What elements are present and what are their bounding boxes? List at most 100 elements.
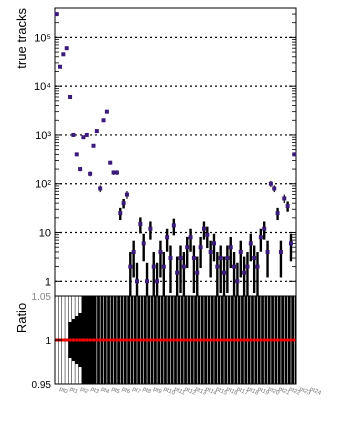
main-data-point — [211, 241, 216, 246]
main-data-points — [54, 12, 297, 284]
main-y-tick-label: 10⁵ — [34, 32, 51, 44]
main-data-point — [138, 221, 143, 226]
main-data-point — [74, 152, 79, 157]
x-tick-label: pt12 — [183, 386, 197, 397]
main-data-point — [222, 270, 227, 275]
x-tick-labels: pt0 pt1 pt2 pt3 pt4 pt5 pt6 pt7 pt8 pt9 pt10pt11pt… — [58, 386, 322, 397]
main-error-bars — [56, 14, 295, 296]
main-data-point — [272, 186, 277, 191]
x-tick-label: pt4 — [100, 386, 111, 395]
x-tick-label: pt17 — [236, 386, 250, 397]
main-data-point — [71, 132, 76, 137]
main-data-point — [288, 241, 293, 246]
main-data-point — [292, 152, 297, 157]
main-data-point — [278, 249, 283, 254]
main-data-point — [218, 256, 223, 261]
main-data-point — [215, 264, 220, 269]
main-data-point — [98, 186, 103, 191]
x-tick-label: pt9 — [152, 386, 163, 395]
main-data-point — [118, 211, 123, 216]
main-data-point — [81, 135, 86, 140]
main-data-point — [108, 160, 113, 165]
main-data-point — [91, 143, 96, 148]
x-tick-label: pt19 — [257, 386, 271, 397]
x-tick-label: pt22 — [288, 386, 302, 397]
main-data-point — [255, 264, 260, 269]
main-data-point — [235, 279, 240, 284]
main-data-point — [175, 270, 180, 275]
ratio-y-axis-label: Ratio — [14, 303, 29, 333]
x-tick-label: pt11 — [173, 386, 186, 396]
main-data-point — [128, 264, 133, 269]
main-data-point — [258, 235, 263, 240]
main-data-point — [61, 52, 66, 57]
main-data-point — [145, 279, 150, 284]
x-tick-label: pt20 — [267, 386, 281, 397]
main-data-point — [185, 245, 190, 250]
main-y-tick-label: 10³ — [35, 130, 51, 142]
ratio-panel: 0.95 1 1.05 Ratio — [14, 292, 297, 391]
main-data-point — [58, 64, 63, 69]
x-tick-label: pt1 — [69, 386, 80, 395]
main-y-tick-label: 10 — [39, 228, 51, 240]
main-data-point — [245, 264, 250, 269]
main-data-point — [155, 279, 160, 284]
main-data-point — [104, 109, 109, 114]
main-y-tick-label: 1 — [45, 276, 51, 288]
main-data-point — [228, 245, 233, 250]
x-tick-label: pt15 — [215, 386, 229, 397]
main-y-ticks: 1 10 10² 10³ 10⁴ 10⁵ — [34, 13, 296, 288]
main-data-point — [151, 264, 156, 269]
main-gridlines — [55, 36, 296, 282]
x-tick-label: pt13 — [194, 386, 208, 397]
main-data-point — [168, 256, 173, 261]
main-y-axis-label: true tracks — [14, 8, 29, 69]
x-tick-label: pt10 — [163, 386, 177, 397]
x-tick-label: pt24 — [309, 386, 323, 397]
x-tick-label: pt21 — [277, 386, 291, 397]
x-tick-label: pt23 — [298, 386, 312, 397]
main-data-point — [54, 12, 59, 17]
main-data-point — [131, 249, 136, 254]
main-data-point — [101, 118, 106, 123]
x-tick-label: pt8 — [142, 386, 153, 395]
main-data-point — [121, 201, 126, 206]
x-tick-label: pt6 — [121, 386, 132, 395]
main-data-point — [135, 279, 140, 284]
x-tick-label: pt14 — [204, 386, 218, 397]
main-data-point — [165, 235, 170, 240]
main-plot-frame — [54, 7, 297, 297]
ratio-y-tick-label: 1 — [45, 336, 51, 347]
main-data-point — [191, 256, 196, 261]
main-data-point — [198, 245, 203, 250]
main-data-point — [178, 256, 183, 261]
x-tick-label: pt7 — [131, 386, 142, 395]
main-data-point — [181, 264, 186, 269]
main-data-point — [252, 256, 257, 261]
main-data-point — [78, 167, 83, 172]
main-data-point — [148, 226, 153, 231]
main-data-point — [205, 232, 210, 237]
main-panel: 1 10 10² 10³ 10⁴ 10⁵ true tracks — [14, 7, 297, 297]
ratio-y-tick-label: 1.05 — [32, 292, 52, 303]
main-data-point — [171, 223, 176, 228]
main-data-point — [195, 270, 200, 275]
main-data-point — [262, 226, 267, 231]
main-data-point — [232, 264, 237, 269]
main-data-point — [238, 249, 243, 254]
x-tick-label: pt2 — [79, 386, 90, 395]
main-data-point — [248, 241, 253, 246]
ratio-y-ticks: 0.95 1 1.05 — [32, 292, 62, 391]
main-data-point — [94, 129, 99, 134]
main-data-point — [242, 270, 247, 275]
main-data-point — [158, 249, 163, 254]
main-data-point — [275, 211, 280, 216]
x-tick-label: pt18 — [246, 386, 260, 397]
x-tick-label: pt5 — [110, 386, 121, 395]
x-tick-label: pt16 — [225, 386, 239, 397]
main-y-tick-label: 10² — [35, 179, 51, 191]
main-data-point — [64, 46, 69, 51]
main-data-point — [141, 241, 146, 246]
main-data-point — [208, 249, 213, 254]
